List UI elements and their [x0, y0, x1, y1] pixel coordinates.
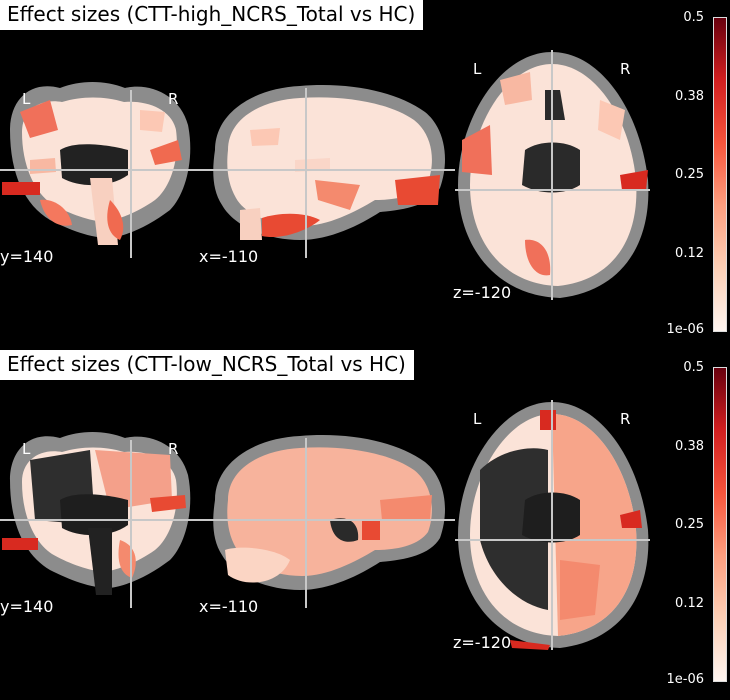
axial-slice-low — [455, 400, 650, 650]
colorbar-tick: 0.5 — [683, 10, 704, 25]
sagittal-slice-low — [200, 435, 455, 608]
colorbar-tick: 0.25 — [675, 167, 704, 182]
coronal-slice-low — [0, 432, 200, 608]
panel-title: Effect sizes (CTT-high_NCRS_Total vs HC) — [0, 0, 424, 30]
colorbar-tick: 0.12 — [675, 246, 704, 261]
axial-coord-label: z=-120 — [453, 283, 512, 302]
coronal-right-label: R — [168, 90, 179, 108]
colorbar-tick: 0.5 — [683, 360, 704, 375]
sagittal-coord-label: x=-110 — [199, 247, 259, 266]
sagittal-slice-high — [200, 85, 455, 258]
colorbar — [713, 17, 727, 332]
coronal-coord-label: y=140 — [0, 247, 54, 266]
coronal-right-label: R — [168, 440, 179, 458]
coronal-coord-label: y=140 — [0, 597, 54, 616]
coronal-slice-high — [0, 82, 200, 258]
colorbar-tick: 0.12 — [675, 596, 704, 611]
sagittal-coord-label: x=-110 — [199, 597, 259, 616]
brain-slices-high — [0, 50, 650, 300]
brain-slices-low — [0, 400, 650, 650]
axial-right-label: R — [620, 60, 631, 78]
colorbar-tick: 1e-06 — [666, 322, 704, 337]
axial-left-label: L — [473, 410, 482, 428]
colorbar — [713, 367, 727, 682]
axial-coord-label: z=-120 — [453, 633, 512, 652]
colorbar-tick: 0.25 — [675, 517, 704, 532]
axial-slice-high — [455, 50, 650, 300]
coronal-left-label: L — [22, 90, 31, 108]
colorbar-tick: 0.38 — [675, 89, 704, 104]
axial-right-label: R — [620, 410, 631, 428]
effect-panel-low: Effect sizes (CTT-low_NCRS_Total vs HC) … — [0, 350, 730, 700]
coronal-left-label: L — [22, 440, 31, 458]
colorbar-tick: 1e-06 — [666, 672, 704, 687]
axial-left-label: L — [473, 60, 482, 78]
colorbar-tick: 0.38 — [675, 439, 704, 454]
effect-panel-high: Effect sizes (CTT-high_NCRS_Total vs HC)… — [0, 0, 727, 337]
panel-title: Effect sizes (CTT-low_NCRS_Total vs HC) — [0, 350, 414, 380]
